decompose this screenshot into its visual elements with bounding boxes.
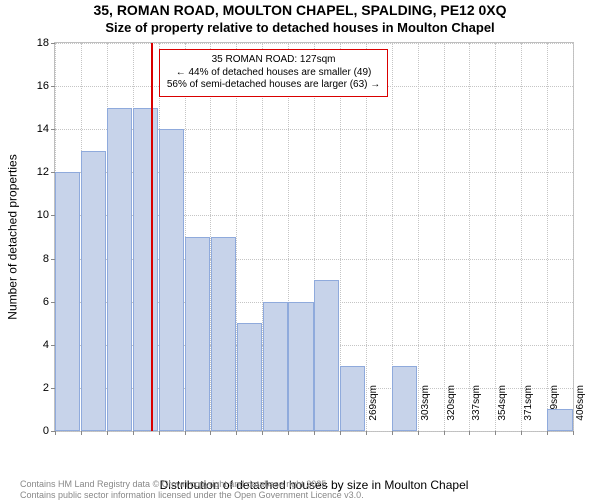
xtick-mark (159, 431, 160, 435)
annotation-box: 35 ROMAN ROAD: 127sqm← 44% of detached h… (159, 49, 388, 97)
xtick-label: 303sqm (420, 385, 431, 437)
bar (314, 280, 339, 431)
grid-line-v (469, 43, 470, 431)
xtick-label: 354sqm (497, 385, 508, 437)
grid-line-v (418, 43, 419, 431)
xtick-mark (547, 431, 548, 435)
xtick-mark (81, 431, 82, 435)
ytick-label: 0 (25, 425, 49, 437)
y-axis-label-wrap: Number of detached properties (6, 42, 20, 432)
ytick-label: 18 (25, 37, 49, 49)
xtick-mark (55, 431, 56, 435)
bar (107, 108, 132, 431)
grid-line-v (547, 43, 548, 431)
bar (55, 172, 80, 431)
ytick-label: 4 (25, 339, 49, 351)
xtick-label: 371sqm (523, 385, 534, 437)
marker-line (151, 43, 153, 431)
bar (547, 409, 572, 431)
ytick-label: 2 (25, 382, 49, 394)
xtick-mark (392, 431, 393, 435)
footnote-line-2: Contains public sector information licen… (20, 490, 364, 500)
grid-line-v (573, 43, 574, 431)
xtick-label: 337sqm (471, 385, 482, 437)
ytick-label: 14 (25, 123, 49, 135)
grid-line-v (495, 43, 496, 431)
xtick-label: 320sqm (446, 385, 457, 437)
ytick-label: 12 (25, 166, 49, 178)
bar (133, 108, 158, 431)
bar (159, 129, 184, 431)
bar (237, 323, 262, 431)
ytick-label: 8 (25, 253, 49, 265)
xtick-mark (340, 431, 341, 435)
footnote: Contains HM Land Registry data © Crown c… (20, 479, 364, 500)
footnote-line-1: Contains HM Land Registry data © Crown c… (20, 479, 364, 489)
xtick-label: 269sqm (368, 385, 379, 437)
plot-area: 02468101214161863sqm80sqm98sqm115sqm132s… (54, 42, 574, 432)
xtick-mark (314, 431, 315, 435)
xtick-mark (185, 431, 186, 435)
xtick-mark (444, 431, 445, 435)
grid-line-v (521, 43, 522, 431)
xtick-mark (573, 431, 574, 435)
ytick-label: 16 (25, 80, 49, 92)
bar (288, 302, 313, 431)
annotation-line-2: ← 44% of detached houses are smaller (49… (167, 67, 380, 80)
grid-line-v (444, 43, 445, 431)
ytick-label: 6 (25, 296, 49, 308)
y-axis-label: Number of detached properties (6, 154, 20, 319)
xtick-mark (133, 431, 134, 435)
bar (392, 366, 417, 431)
bar (81, 151, 106, 431)
bar (185, 237, 210, 431)
bar (263, 302, 288, 431)
chart-title: 35, ROMAN ROAD, MOULTON CHAPEL, SPALDING… (0, 2, 600, 36)
xtick-mark (418, 431, 419, 435)
title-line-1: 35, ROMAN ROAD, MOULTON CHAPEL, SPALDING… (0, 2, 600, 20)
title-line-2: Size of property relative to detached ho… (0, 20, 600, 36)
xtick-label: 406sqm (575, 385, 586, 437)
chart-root: 35, ROMAN ROAD, MOULTON CHAPEL, SPALDING… (0, 0, 600, 500)
xtick-mark (107, 431, 108, 435)
xtick-mark (288, 431, 289, 435)
grid-line-v (366, 43, 367, 431)
xtick-mark (366, 431, 367, 435)
ytick-label: 10 (25, 209, 49, 221)
bar (340, 366, 365, 431)
bar (211, 237, 236, 431)
annotation-line-1: 35 ROMAN ROAD: 127sqm (167, 54, 380, 67)
annotation-line-3: 56% of semi-detached houses are larger (… (167, 79, 380, 92)
